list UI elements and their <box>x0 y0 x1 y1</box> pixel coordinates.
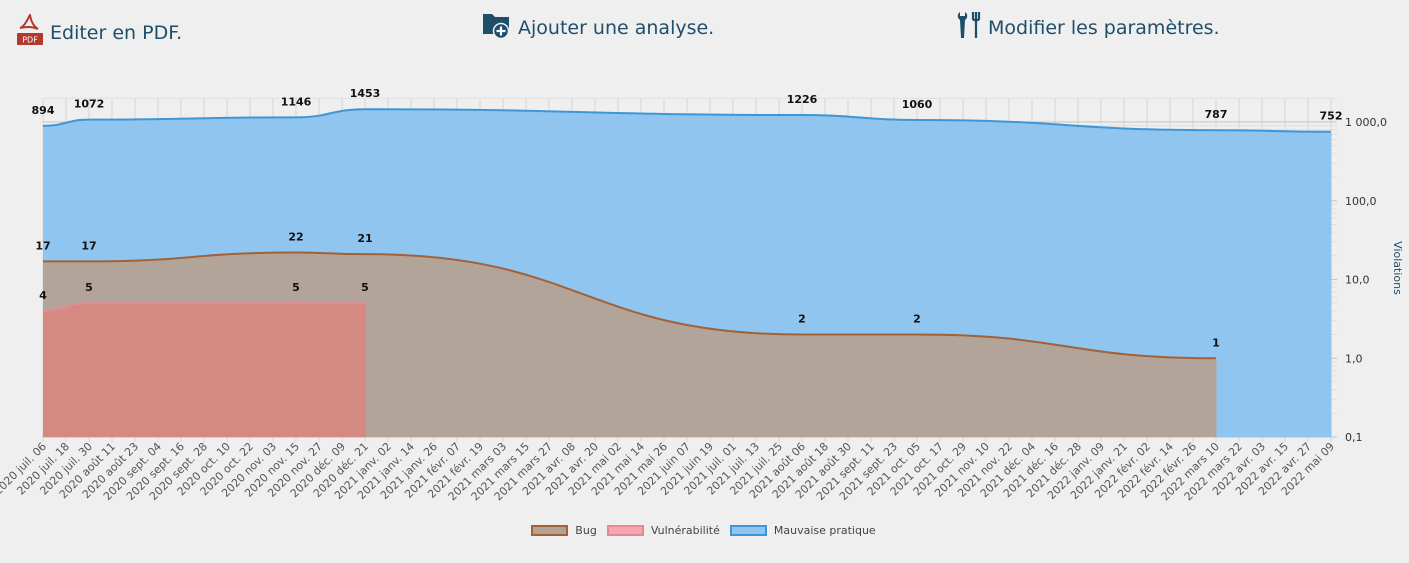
y-tick-label: 100,0 <box>1345 195 1377 208</box>
legend-swatch-bug <box>531 525 569 536</box>
y-tick-label: 1,0 <box>1345 352 1363 365</box>
line-vulnerability <box>42 302 365 312</box>
folder-add-icon <box>482 10 512 45</box>
data-label-bug: 2 <box>913 313 921 326</box>
data-label-bad-practice: 1072 <box>74 98 105 111</box>
legend-item-bad-practice[interactable]: Mauvaise pratique <box>729 524 876 537</box>
legend-label-bug: Bug <box>575 524 597 537</box>
chart-areas <box>42 108 1332 437</box>
add-analysis-label: Ajouter une analyse. <box>518 16 715 39</box>
data-label-bug: 22 <box>288 231 303 244</box>
add-analysis-button[interactable]: Ajouter une analyse. <box>482 10 714 45</box>
area-vulnerability <box>43 303 365 437</box>
legend-label-bad-practice: Mauvaise pratique <box>773 524 876 537</box>
y-tick-label: 1 000,0 <box>1345 116 1387 129</box>
pdf-file-icon: PDF <box>16 12 44 51</box>
legend-swatch-vulnerability <box>606 525 644 536</box>
data-label-vulnerability: 5 <box>85 281 93 294</box>
legend-item-bug[interactable]: Bug <box>531 524 597 537</box>
y-tick-label: 10,0 <box>1345 274 1370 287</box>
data-label-bug: 1 <box>1212 336 1220 349</box>
data-label-bug: 17 <box>35 239 50 252</box>
legend-item-vulnerability[interactable]: Vulnérabilité <box>606 524 720 537</box>
data-label-bad-practice: 1453 <box>350 87 381 100</box>
export-pdf-label: Editer en PDF. <box>50 21 183 44</box>
svg-text:PDF: PDF <box>22 36 38 45</box>
chart-legend: Bug Vulnérabilité Mauvaise pratique <box>0 524 1409 537</box>
line-bug <box>43 251 1217 360</box>
data-label-vulnerability: 4 <box>39 289 47 302</box>
edit-settings-label: Modifier les paramètres. <box>988 16 1220 39</box>
data-label-bad-practice: 1226 <box>787 93 818 106</box>
legend-swatch-bad-practice <box>729 525 767 536</box>
data-label-vulnerability: 5 <box>361 281 369 294</box>
export-pdf-button[interactable]: PDF Editer en PDF. <box>16 12 183 51</box>
data-label-vulnerability: 5 <box>292 281 300 294</box>
data-label-bug: 21 <box>357 232 372 245</box>
data-label-bad-practice: 1146 <box>281 95 312 108</box>
data-label-bug: 17 <box>81 239 96 252</box>
data-label-bug: 2 <box>798 313 806 326</box>
y-axis-label: Violations <box>1391 241 1404 295</box>
legend-label-vulnerability: Vulnérabilité <box>650 524 720 537</box>
data-label-bad-practice: 1060 <box>902 98 933 111</box>
data-label-bad-practice: 752 <box>1320 110 1343 123</box>
edit-settings-button[interactable]: Modifier les paramètres. <box>956 10 1220 45</box>
y-axis-tick-labels: 0,1 1,0 10,0 100,0 1 000,0 <box>1345 116 1387 444</box>
y-tick-label: 0,1 <box>1345 431 1363 444</box>
tools-icon <box>956 10 982 45</box>
data-label-bad-practice: 787 <box>1205 108 1228 121</box>
line-bad-practice <box>42 108 1332 133</box>
data-label-bad-practice: 894 <box>32 104 55 117</box>
